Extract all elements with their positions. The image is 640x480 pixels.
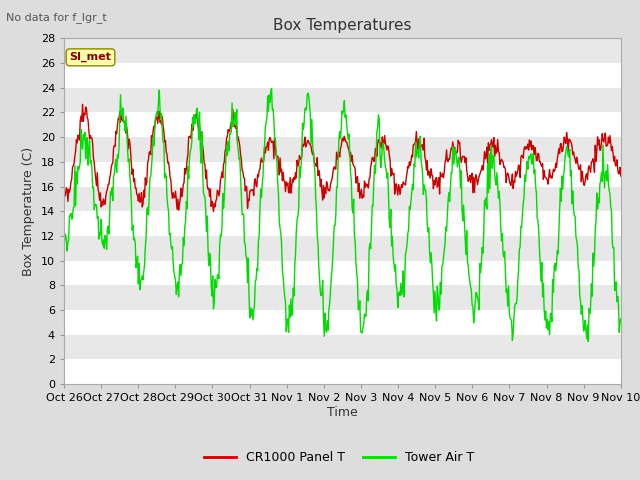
Text: SI_met: SI_met	[70, 52, 111, 62]
Title: Box Temperatures: Box Temperatures	[273, 18, 412, 33]
Bar	[64, 63, 621, 88]
Bar	[64, 261, 621, 285]
X-axis label: Time: Time	[327, 406, 358, 419]
Bar	[64, 360, 621, 384]
Y-axis label: Box Temperature (C): Box Temperature (C)	[22, 146, 35, 276]
Legend: CR1000 Panel T, Tower Air T: CR1000 Panel T, Tower Air T	[200, 446, 479, 469]
Bar	[64, 112, 621, 137]
Bar	[64, 162, 621, 187]
Bar	[64, 310, 621, 335]
Text: No data for f_lgr_t: No data for f_lgr_t	[6, 12, 107, 23]
Bar	[64, 211, 621, 236]
